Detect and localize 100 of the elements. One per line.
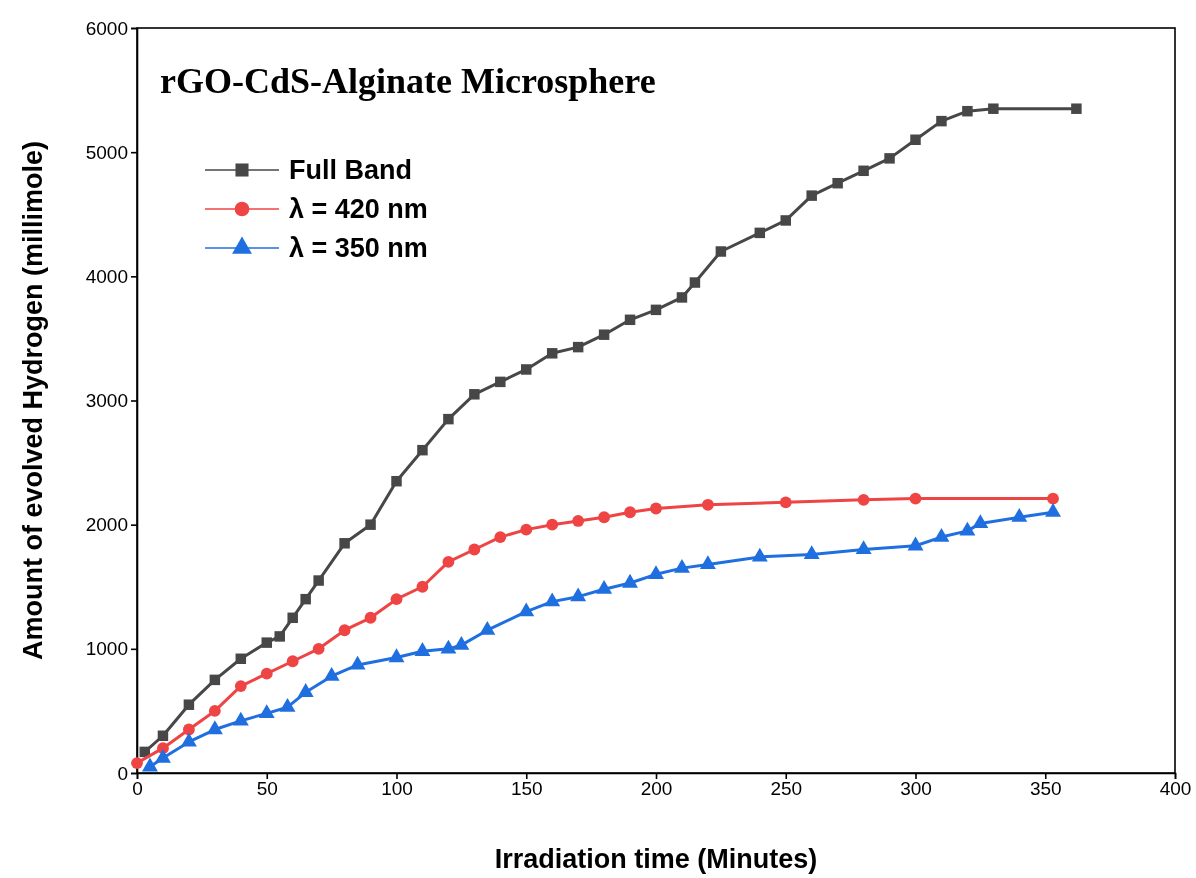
point [232, 711, 249, 726]
point [1047, 492, 1059, 505]
point [650, 502, 662, 515]
point [650, 304, 662, 316]
point [832, 177, 843, 189]
y-tick-label: 1000 [85, 638, 128, 660]
point [546, 518, 559, 531]
point [154, 748, 171, 763]
x-tick-label: 200 [640, 778, 673, 800]
point [391, 475, 402, 487]
y-tick-label: 0 [117, 762, 128, 784]
x-tick-label: 0 [132, 778, 143, 800]
y-tick-label: 2000 [85, 514, 128, 536]
point [521, 364, 532, 375]
point [907, 536, 924, 551]
point [572, 515, 585, 527]
point [300, 593, 311, 605]
point [442, 556, 455, 568]
point [570, 587, 587, 602]
point [972, 514, 989, 529]
point [544, 592, 561, 607]
point [909, 492, 922, 505]
point [364, 611, 377, 624]
point [183, 699, 195, 710]
point [884, 153, 895, 164]
point [933, 527, 950, 542]
point [339, 538, 350, 549]
point [206, 720, 223, 735]
point [673, 558, 690, 573]
y-tick-label: 6000 [85, 17, 128, 39]
point [779, 496, 792, 509]
point [676, 292, 688, 303]
point [780, 215, 791, 226]
point [857, 493, 870, 506]
y-axis-title: Amount of evolved Hydrogen (millimole) [18, 140, 48, 661]
x-tick-label: 50 [256, 778, 278, 800]
y-tick-label: 3000 [85, 390, 128, 412]
y-tick-label: 5000 [85, 141, 128, 163]
x-tick-label: 250 [770, 778, 803, 800]
point [235, 653, 247, 665]
point [443, 413, 454, 425]
point [689, 277, 701, 288]
point [495, 376, 506, 388]
point [648, 565, 664, 579]
point [453, 635, 470, 650]
point [417, 444, 428, 456]
point [234, 680, 247, 692]
point [279, 697, 296, 712]
point [208, 705, 221, 717]
point [157, 730, 169, 741]
text: rGO-CdS-Alginate Microsphere [160, 61, 656, 101]
point [959, 521, 976, 536]
point [313, 575, 324, 586]
point [622, 573, 639, 588]
point [416, 580, 429, 593]
point [572, 341, 584, 353]
point [1071, 103, 1082, 114]
point [494, 531, 507, 543]
point [414, 642, 431, 656]
point [469, 389, 480, 400]
legend-label: Full Band [289, 155, 412, 185]
point [1045, 503, 1061, 517]
point [754, 227, 766, 239]
point [479, 621, 496, 635]
point [598, 511, 611, 524]
point [715, 246, 727, 257]
point [142, 757, 158, 772]
legend-label: λ = 350 nm [289, 233, 428, 263]
point [803, 545, 820, 560]
y-tick-label: 4000 [85, 265, 128, 287]
point [261, 637, 272, 648]
point [962, 105, 973, 117]
point [855, 540, 872, 555]
point [858, 165, 869, 177]
point [349, 655, 366, 670]
point [988, 103, 999, 114]
point [751, 547, 768, 562]
legend-label: λ = 420 nm [289, 194, 428, 224]
point [936, 115, 947, 127]
point [699, 555, 716, 569]
x-tick-label: 350 [1029, 778, 1062, 800]
point [440, 639, 457, 654]
point [297, 683, 314, 697]
point [520, 523, 533, 536]
point [274, 631, 285, 642]
point [365, 519, 376, 530]
point [1011, 508, 1028, 522]
point [388, 648, 405, 663]
point [260, 667, 273, 680]
point [131, 757, 143, 769]
point [468, 543, 481, 556]
point [518, 602, 535, 617]
point [390, 593, 403, 606]
x-tick-label: 300 [900, 778, 932, 800]
x-tick-label: 400 [1159, 778, 1192, 800]
point [624, 314, 636, 326]
point [180, 732, 197, 747]
point [323, 666, 340, 681]
point [287, 612, 298, 624]
point [910, 134, 921, 145]
